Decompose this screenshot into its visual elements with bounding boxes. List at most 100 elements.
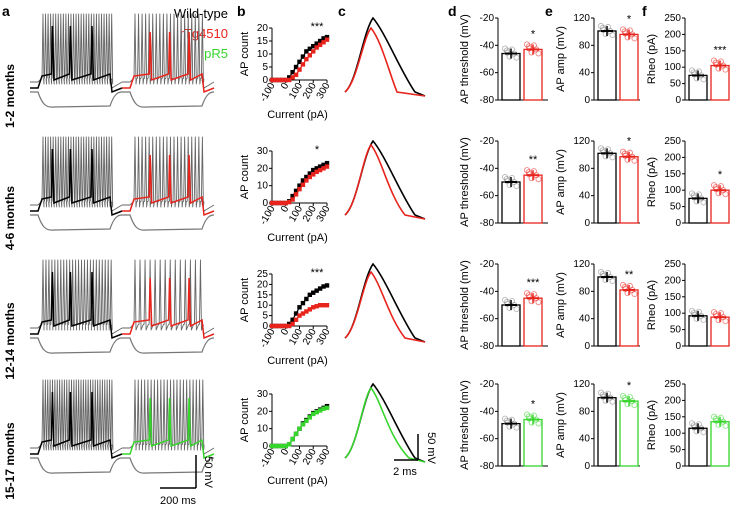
ap-waveforms	[344, 16, 426, 463]
data-point	[293, 311, 299, 316]
y-tick-label: 120	[573, 13, 590, 24]
x-tick-label: -100	[258, 327, 278, 350]
chart-e-row-3: 0 40 80 120 AP amp (mV) *	[555, 379, 640, 472]
spike-trace	[122, 31, 215, 94]
bar	[523, 48, 543, 101]
data-point	[631, 290, 638, 298]
data-point	[276, 77, 282, 83]
bar	[619, 156, 639, 224]
data-point	[311, 305, 316, 310]
y-tick-label: 150	[664, 169, 681, 180]
data-point	[290, 75, 295, 80]
spike-trace	[122, 136, 215, 212]
bar	[619, 33, 639, 101]
data-point	[311, 172, 316, 177]
x-tick-label: 0	[279, 447, 292, 458]
x-axis-label: Current (pA)	[267, 109, 328, 121]
x-tick-label: -100	[258, 204, 278, 227]
ap-waveform-mutant	[344, 143, 426, 220]
panel-letter-c: c	[338, 3, 346, 19]
chart-d-row-0: -80 -60 -40 -20 AP threshold (mV) *	[459, 13, 548, 106]
data-point	[297, 305, 302, 310]
data-point	[317, 408, 323, 413]
chart-e-row-2: 0 40 80 120 AP amp (mV) **	[555, 259, 640, 352]
y-tick-label: 10	[257, 49, 269, 60]
data-point	[297, 186, 302, 192]
scale-time-label: 200 ms	[160, 495, 197, 507]
data-point	[609, 31, 616, 39]
data-point	[324, 160, 330, 166]
data-point	[513, 424, 520, 431]
hyperpolarization-trace	[30, 91, 123, 108]
y-tick-label: -60	[480, 68, 495, 79]
data-point	[535, 299, 542, 306]
scale-bar-a: 50 mV 200 ms	[160, 455, 214, 507]
bar	[597, 397, 617, 467]
data-point	[324, 405, 330, 411]
data-point	[321, 166, 326, 171]
data-point	[280, 200, 285, 206]
data-point	[700, 429, 707, 436]
data-point	[314, 166, 319, 171]
data-point	[307, 53, 313, 58]
data-point	[269, 77, 275, 83]
data-point	[283, 77, 288, 83]
data-point	[321, 162, 326, 168]
y-tick-label: 150	[664, 412, 681, 423]
data-point	[513, 54, 520, 61]
x-axis-label: Current (pA)	[267, 355, 328, 367]
bar	[597, 152, 617, 224]
data-point	[311, 411, 316, 417]
bar	[619, 400, 639, 467]
hyperpolarization-trace	[30, 457, 123, 474]
bar	[597, 30, 617, 101]
y-tick-label: 100	[664, 62, 681, 73]
bar	[523, 418, 543, 467]
chart-e-row-1: 0 40 80 120 AP amp (mV) *	[555, 136, 640, 229]
data-point	[276, 200, 282, 206]
scale-ap-voltage-label: 50 mV	[425, 432, 437, 464]
data-point	[283, 200, 288, 206]
y-tick-label: 40	[579, 68, 591, 79]
data-point	[321, 40, 326, 45]
chart-f-row-2: 0 50 100 150 200 250 Rheo (pA)	[646, 259, 730, 352]
y-tick-label: 15	[257, 290, 269, 301]
spike-trace	[30, 25, 123, 94]
y-tick-label: -80	[480, 95, 495, 106]
y-tick-label: 40	[579, 434, 591, 445]
voltage-traces	[30, 13, 215, 474]
significance-mark: *	[718, 169, 723, 181]
data-point	[311, 167, 316, 173]
y-tick-label: 250	[664, 259, 681, 270]
y-axis-label: AP amp (mV)	[555, 149, 567, 215]
legend-rtg4510: rTg4510	[180, 26, 228, 41]
bar	[501, 52, 521, 101]
y-tick-label: 0	[675, 341, 681, 352]
y-tick-label: 50	[670, 325, 682, 336]
y-tick-label: 0	[675, 461, 681, 472]
data-point	[307, 171, 313, 176]
bar	[619, 289, 639, 347]
x-tick-label: 300	[315, 327, 333, 347]
data-point	[300, 422, 306, 427]
scale-voltage-label: 50 mV	[202, 456, 214, 488]
ap-waveform-wild-type	[344, 262, 426, 343]
y-tick-label: -40	[480, 163, 495, 174]
y-tick-label: 40	[579, 191, 591, 202]
data-point	[273, 323, 278, 329]
spike-trace	[30, 148, 123, 217]
y-axis-label: AP amp (mV)	[555, 392, 567, 458]
data-point	[311, 49, 316, 54]
data-point	[283, 323, 288, 329]
data-point	[297, 426, 302, 431]
y-tick-label: 0	[584, 341, 590, 352]
spike-trace	[30, 379, 123, 455]
data-point	[307, 174, 313, 180]
data-point	[324, 283, 330, 288]
data-point	[609, 277, 616, 285]
x-tick-label: 0	[279, 81, 292, 92]
bar	[523, 174, 543, 224]
ap-waveform-wild-type	[344, 382, 426, 463]
